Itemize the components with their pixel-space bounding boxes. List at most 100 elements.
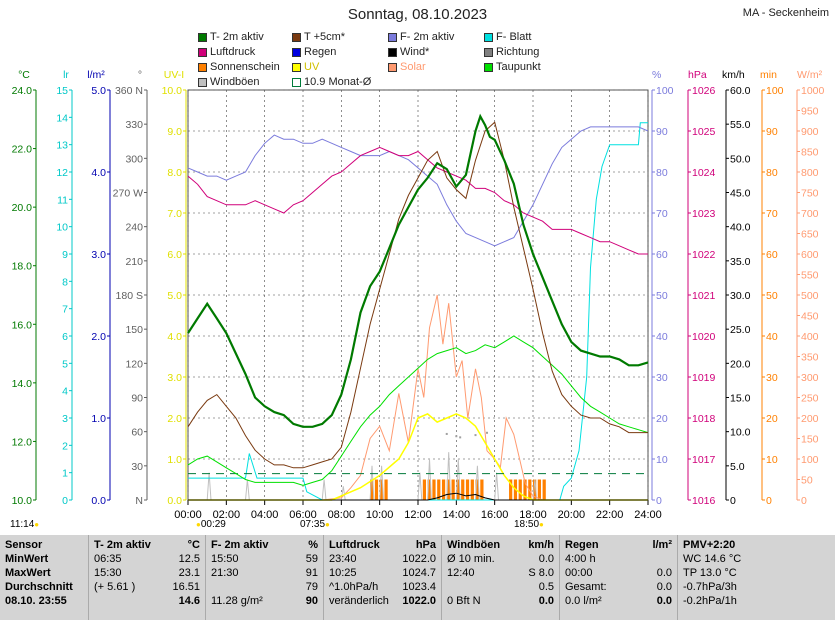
series-line-taupunkt: [187, 335, 649, 486]
axis-tick-label: 300: [125, 153, 143, 165]
axis-tick-label: 4.0: [167, 331, 182, 343]
axis-tick-label: 12.0: [12, 436, 33, 448]
axis-tick-label: 900: [801, 126, 819, 138]
axis-tick-label: 50: [801, 475, 813, 487]
axis-tick-label: 330: [125, 119, 143, 131]
axis-unit-solar: W/m²: [797, 69, 823, 81]
sunshine-bar: [537, 479, 542, 500]
axis-tick-label: 700: [801, 208, 819, 220]
legend-label: Richtung: [496, 46, 540, 58]
axis-tick-label: 500: [801, 290, 819, 302]
axis-tick-label: 0: [766, 495, 772, 507]
axis-tick-label: 50: [766, 290, 778, 302]
wind-avg-label: Ø 10 min.: [447, 553, 495, 565]
axis-tick-label: 800: [801, 167, 819, 179]
x-tick-label: 18:00: [519, 509, 547, 521]
wind-mean-value: 0.5: [538, 581, 554, 593]
axis-tick-label: 6.0: [167, 249, 182, 261]
legend-swatch: [292, 77, 301, 87]
rain-total-value: 0.0: [656, 581, 672, 593]
axis-unit-rain: l/m²: [87, 69, 105, 81]
temp-column: T- 2m aktiv °C 06:35 12.5 15:30 23.1 (+ 5.6…: [88, 535, 205, 620]
axis-tick-label: 14.0: [12, 378, 33, 390]
footer-time-text: 11:14: [10, 519, 35, 530]
axis-tick-label: 0: [62, 495, 68, 507]
press-tendency: veränderlich: [329, 595, 389, 607]
legend-label: F- 2m aktiv: [400, 31, 455, 43]
axis-tick-label: 250: [801, 393, 819, 405]
legend-swatch: [198, 32, 207, 42]
axis-tick-label: 300: [801, 372, 819, 384]
sunshine-bar: [441, 479, 446, 500]
axis-tick-label: 4.0: [91, 167, 106, 179]
axis-tick-label: 100: [801, 454, 819, 466]
axis-unit-lr: lr: [63, 69, 69, 81]
axis-tick-label: 100: [766, 85, 784, 97]
sunshine-bar: [427, 479, 431, 500]
axis-tick-label: 150: [801, 434, 819, 446]
axis-tick-label: 1023: [692, 208, 716, 220]
hum-min-time: 15:50: [211, 553, 239, 565]
x-tick-label: 24:00: [634, 509, 662, 521]
axis-tick-label: 0.0: [91, 495, 106, 507]
axis-tick-label: 0: [730, 495, 736, 507]
series-line-f-2m-aktiv: [187, 126, 649, 247]
legend-swatch: [198, 77, 207, 87]
legend-label: Regen: [304, 46, 337, 58]
legend-swatch: [484, 32, 493, 42]
axis-tick-label: 1020: [692, 331, 716, 343]
legend-item: 10.9 Monat-Ø: [292, 76, 371, 88]
hum-max-time: 21:30: [211, 567, 239, 579]
pmv-trend-1h: -0.2hPa/1h: [683, 595, 737, 607]
axis-unit-pressure: hPa: [688, 69, 707, 81]
pmv-dewpoint: TP 13.0 °C: [683, 567, 737, 579]
press-min-value: 1022.0: [402, 553, 436, 565]
wind-avg-value: 0.0: [538, 553, 554, 565]
legend-item: T +5cm*: [292, 31, 345, 43]
legend-label: Windböen: [210, 76, 260, 88]
legend-swatch: [292, 47, 301, 57]
axis-tick-label: 1000: [801, 85, 825, 97]
rain-time-value: 0.0: [656, 567, 672, 579]
legend-item: T- 2m aktiv: [198, 31, 264, 43]
x-tick-label: 00:00: [174, 509, 202, 521]
legend-label: 10.9 Monat-Ø: [304, 76, 372, 88]
temp-min-time: 06:35: [94, 553, 122, 565]
axis-tick-label: 9: [62, 249, 68, 261]
axis-unit-temp_c: °C: [18, 69, 30, 81]
x-tick-label: 02:00: [213, 509, 241, 521]
legend-swatch: [484, 47, 493, 57]
axis-tick-label: 16.0: [12, 319, 33, 331]
pmv-windchill: WC 14.6 °C: [683, 553, 742, 565]
x-tick-label: 04:00: [251, 509, 279, 521]
sunrise-icon: ●: [325, 520, 330, 529]
axis-tick-label: 1021: [692, 290, 716, 302]
x-tick-label: 06:00: [289, 509, 317, 521]
hum-min-value: 59: [305, 553, 318, 565]
sunshine-bar: [518, 479, 522, 500]
sunshine-bar: [470, 479, 474, 500]
legend-swatch: [198, 47, 207, 57]
axis-tick-label: 8: [62, 276, 68, 288]
sunshine-bar: [379, 479, 383, 500]
axis-tick-label: 180 S: [116, 290, 143, 302]
axis-tick-label: 90: [131, 393, 143, 405]
axis-tick-label: 90: [656, 126, 668, 138]
sunshine-bar: [432, 479, 436, 500]
x-tick-label: 10:00: [366, 509, 394, 521]
axis-tick-label: 0.0: [167, 495, 182, 507]
hum-absolute: 11.28 g/m²: [211, 595, 263, 607]
axis-tick-label: 70: [656, 208, 668, 220]
chart-title: Sonntag, 08.10.2023: [347, 6, 488, 23]
stats-table: Sensor MinWert MaxWert Durchschnitt 08.1…: [0, 535, 835, 620]
wind-bft: 0 Bft N: [447, 595, 481, 607]
station-name: MA - Seckenheim: [742, 7, 829, 19]
axis-tick-label: 22.0: [12, 144, 33, 156]
pmv-column: PMV+2:20 WC 14.6 °C TP 13.0 °C -0.7hPa/3…: [677, 535, 835, 620]
sunshine-bar: [370, 479, 374, 500]
axis-tick-label: 60.0: [730, 85, 751, 97]
axis-tick-label: 10.0: [162, 85, 183, 97]
axis-tick-label: 450: [801, 311, 819, 323]
axis-tick-label: 20: [766, 413, 778, 425]
rain-rate: 0.0 l/m²: [565, 595, 602, 607]
